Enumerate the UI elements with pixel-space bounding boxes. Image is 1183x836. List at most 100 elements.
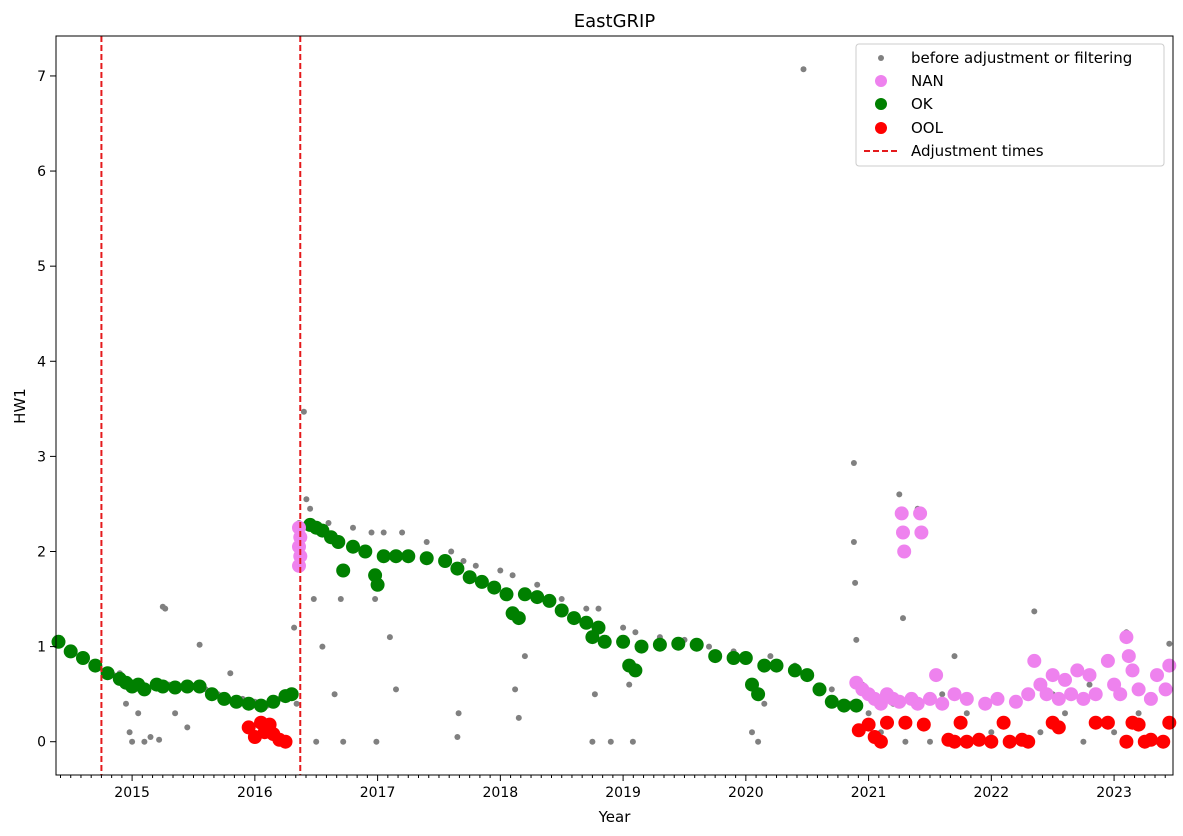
data-point <box>284 687 299 702</box>
data-point <box>978 696 993 711</box>
data-point <box>990 691 1005 706</box>
x-tick-label: 2020 <box>728 785 764 801</box>
data-point <box>1037 729 1044 736</box>
data-point <box>137 682 152 697</box>
x-tick-label: 2023 <box>1096 785 1132 801</box>
data-point <box>837 698 851 713</box>
data-point <box>620 624 627 631</box>
data-point <box>126 729 133 736</box>
data-point <box>939 691 946 698</box>
data-point <box>629 738 636 745</box>
data-point <box>512 686 519 693</box>
data-point <box>751 687 766 702</box>
data-point <box>401 549 416 564</box>
data-point <box>897 544 912 559</box>
data-point <box>706 643 712 650</box>
data-point <box>824 694 839 709</box>
data-point <box>1143 691 1158 706</box>
data-point <box>307 505 314 512</box>
data-point <box>1062 710 1068 717</box>
data-point <box>180 679 195 694</box>
data-point <box>393 686 399 693</box>
data-point <box>900 615 906 622</box>
data-point <box>591 620 606 635</box>
data-point <box>626 681 633 688</box>
data-point <box>1002 734 1017 749</box>
data-point <box>769 658 784 673</box>
data-point <box>534 581 541 588</box>
y-axis-label: HW1 <box>11 388 29 424</box>
data-point <box>192 679 207 694</box>
data-point <box>984 734 999 749</box>
data-point <box>389 549 403 564</box>
data-point <box>634 639 649 654</box>
data-point <box>1111 729 1118 736</box>
data-point <box>898 715 913 730</box>
data-point <box>1082 668 1097 683</box>
data-point <box>828 686 835 693</box>
data-point <box>916 717 931 732</box>
data-point <box>462 570 477 585</box>
data-point <box>1045 668 1060 683</box>
legend-marker-ool <box>875 122 887 134</box>
data-point <box>761 700 768 707</box>
data-point <box>229 694 244 709</box>
data-point <box>419 551 434 566</box>
data-point <box>293 530 308 545</box>
legend-label-before: before adjustment or filtering <box>911 49 1132 67</box>
data-point <box>319 643 326 650</box>
data-point <box>913 506 928 521</box>
data-point <box>76 651 90 665</box>
data-point <box>460 558 467 564</box>
data-point <box>927 738 933 745</box>
data-point <box>554 603 569 618</box>
data-point <box>749 729 755 736</box>
x-tick-label: 2015 <box>114 785 150 801</box>
data-point <box>597 634 612 649</box>
legend-marker-ok <box>875 98 887 110</box>
data-point <box>896 525 910 540</box>
data-point <box>1166 640 1173 647</box>
data-point <box>800 668 815 683</box>
data-point <box>350 524 356 531</box>
data-point <box>474 574 489 589</box>
data-point <box>147 734 154 740</box>
data-point <box>850 460 857 466</box>
data-point <box>380 529 387 536</box>
data-point <box>880 715 894 730</box>
data-point <box>241 696 256 711</box>
data-point <box>278 734 293 749</box>
data-point <box>358 544 373 559</box>
legend-marker-nan <box>875 75 887 87</box>
data-point <box>172 710 179 717</box>
adjustment-lines-layer <box>100 36 302 775</box>
data-point <box>454 734 461 740</box>
data-point <box>1039 687 1054 702</box>
y-tick-label: 7 <box>37 69 46 85</box>
data-point <box>472 562 479 569</box>
data-point <box>892 694 907 709</box>
data-series-layer <box>51 66 1177 749</box>
data-point <box>376 549 391 564</box>
data-point <box>346 539 360 554</box>
series-ok <box>51 517 864 713</box>
data-point <box>291 624 298 631</box>
data-point <box>849 698 864 713</box>
data-point <box>853 636 860 643</box>
data-point <box>1125 663 1140 678</box>
data-point <box>487 580 502 595</box>
data-point <box>331 535 346 549</box>
data-point <box>708 649 723 664</box>
data-point <box>1070 663 1085 678</box>
data-point <box>616 634 631 649</box>
data-point <box>399 529 406 536</box>
data-point <box>372 596 379 602</box>
data-point <box>738 651 753 665</box>
data-point <box>497 567 504 574</box>
data-point <box>579 615 594 630</box>
data-point <box>628 663 643 678</box>
data-point <box>303 496 310 503</box>
data-point <box>196 641 203 648</box>
data-point <box>1008 694 1023 709</box>
